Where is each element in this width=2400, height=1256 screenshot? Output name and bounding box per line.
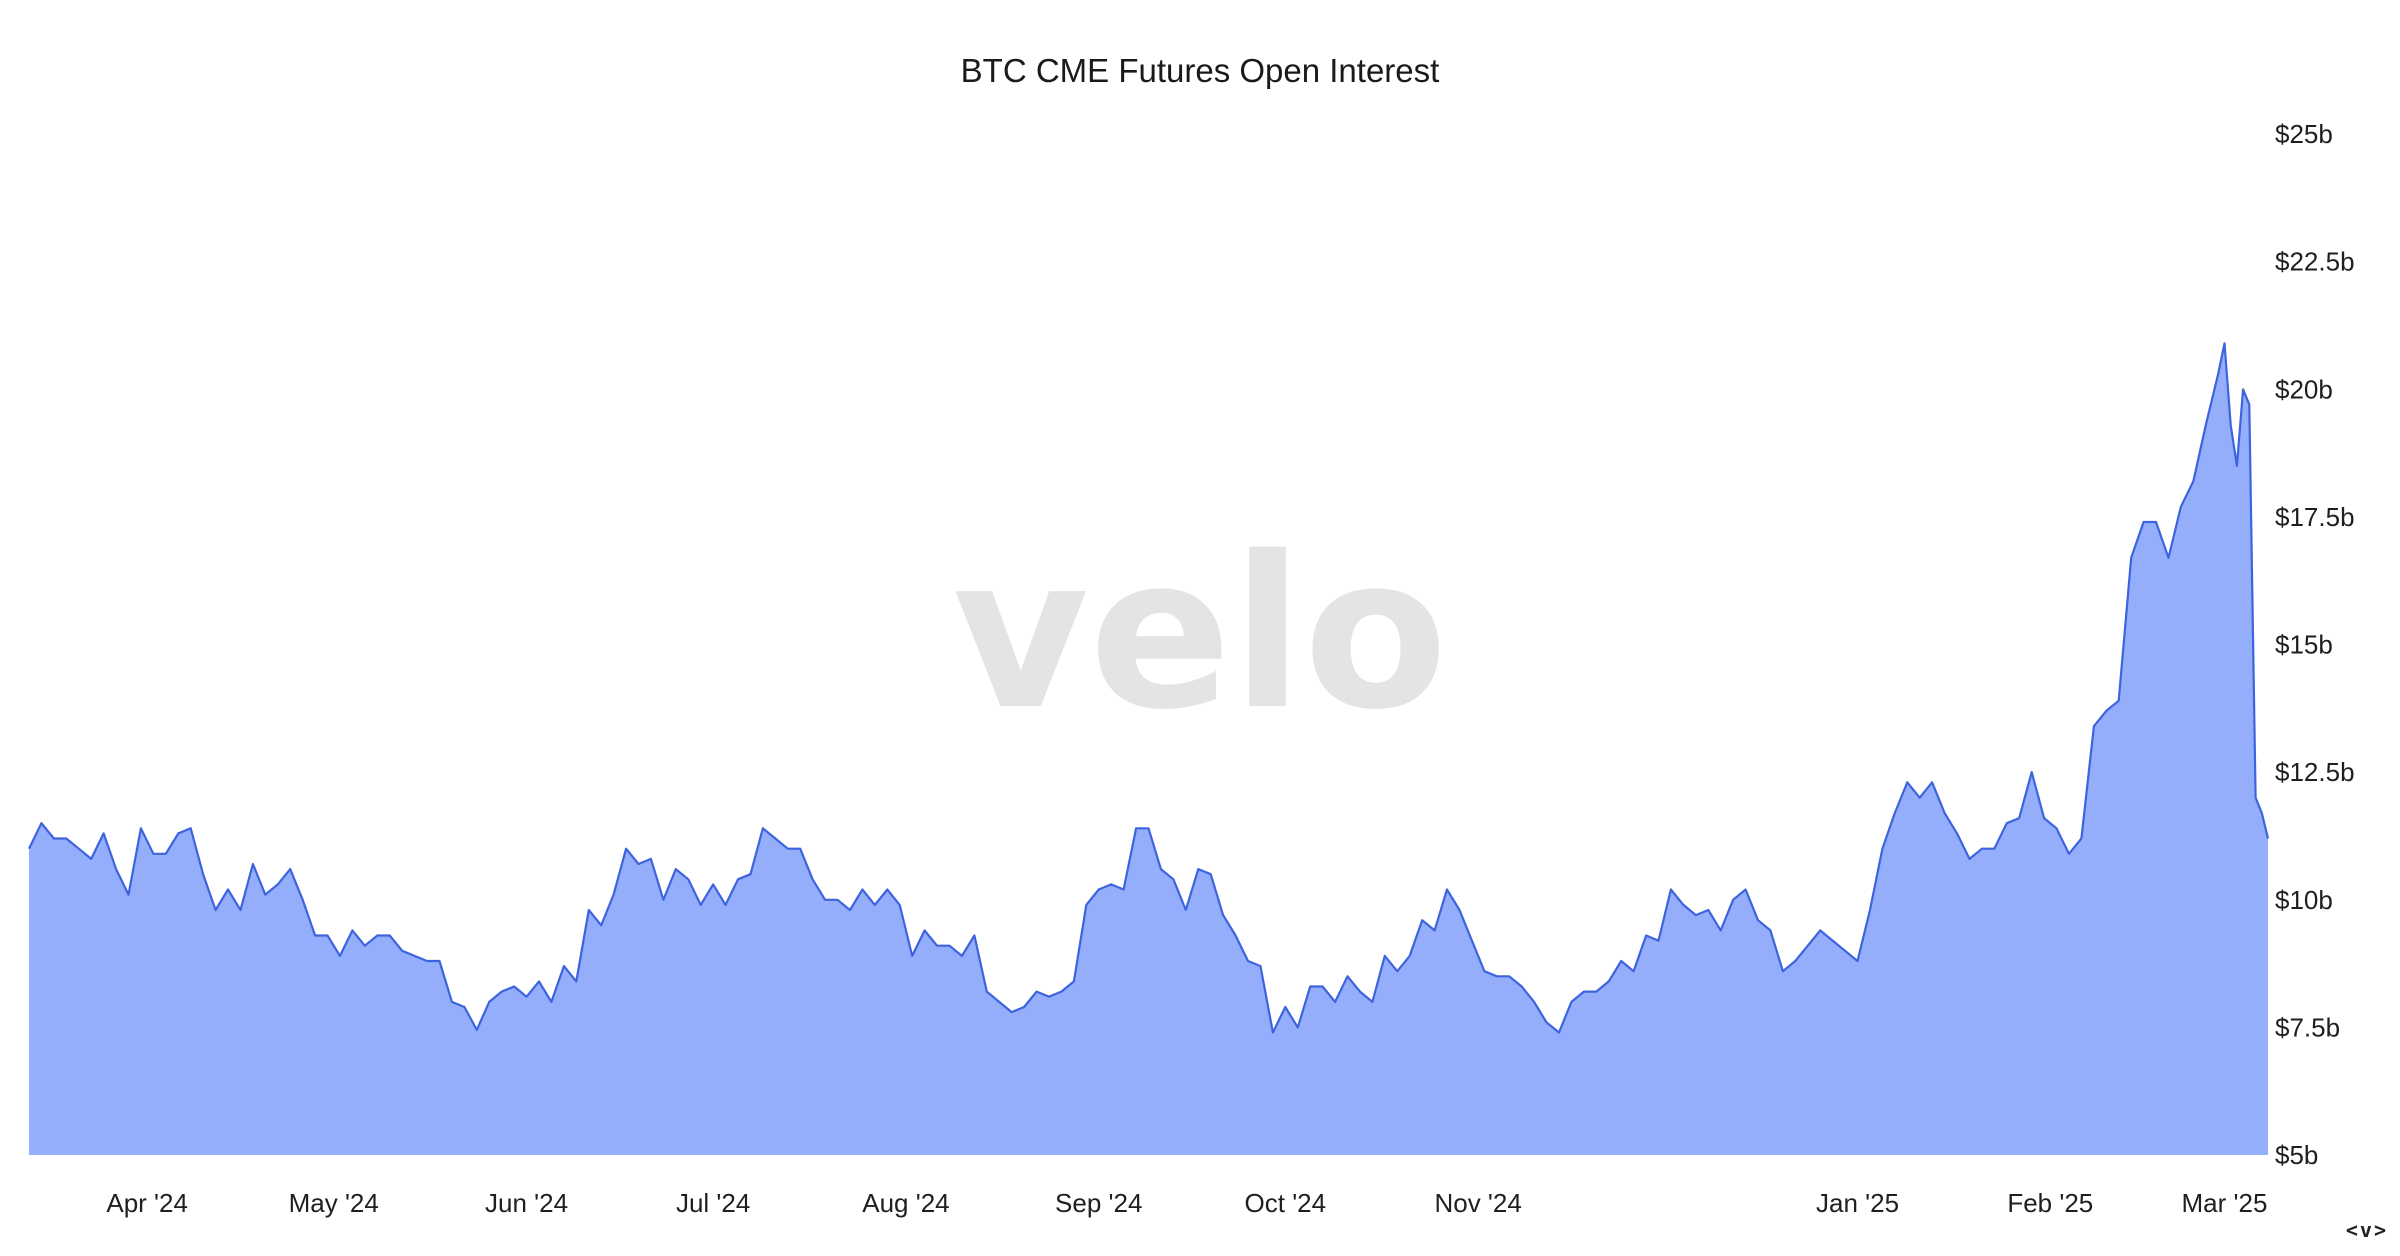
- x-tick-label: Apr '24: [106, 1188, 188, 1218]
- y-tick-label: $12.5b: [2275, 757, 2355, 787]
- y-tick-label: $15b: [2275, 630, 2333, 660]
- series-area-fill: [29, 343, 2268, 1155]
- range-nav-toggle[interactable]: <v>: [2345, 1218, 2388, 1242]
- x-axis: Apr '24 May '24 Jun '24 Jul '24 Aug '24 Sep '…: [106, 1188, 2267, 1218]
- x-tick-label: Sep '24: [1055, 1188, 1142, 1218]
- x-tick-label: Jul '24: [676, 1188, 750, 1218]
- velo-watermark: velo: [952, 511, 1448, 756]
- x-tick-label: Oct '24: [1245, 1188, 1327, 1218]
- y-tick-label: $22.5b: [2275, 247, 2355, 277]
- y-tick-label: $17.5b: [2275, 502, 2355, 532]
- x-tick-label: May '24: [289, 1188, 379, 1218]
- series-line: [28, 342, 2270, 1034]
- y-tick-label: $20b: [2275, 374, 2333, 404]
- x-tick-label: Jun '24: [485, 1188, 568, 1218]
- x-tick-label: Aug '24: [862, 1188, 949, 1218]
- x-tick-label: Mar '25: [2182, 1188, 2268, 1218]
- y-tick-label: $10b: [2275, 885, 2333, 915]
- y-tick-label: $25b: [2275, 119, 2333, 149]
- x-tick-label: Nov '24: [1434, 1188, 1521, 1218]
- x-tick-label: Feb '25: [2007, 1188, 2093, 1218]
- y-tick-label: $5b: [2275, 1140, 2318, 1170]
- x-tick-label: Jan '25: [1816, 1188, 1899, 1218]
- chart-title: BTC CME Futures Open Interest: [960, 52, 1440, 89]
- y-axis: $5b $7.5b $10b $12.5b $15b $17.5b $20b $22.5b $2…: [2275, 119, 2355, 1170]
- y-tick-label: $7.5b: [2275, 1012, 2340, 1042]
